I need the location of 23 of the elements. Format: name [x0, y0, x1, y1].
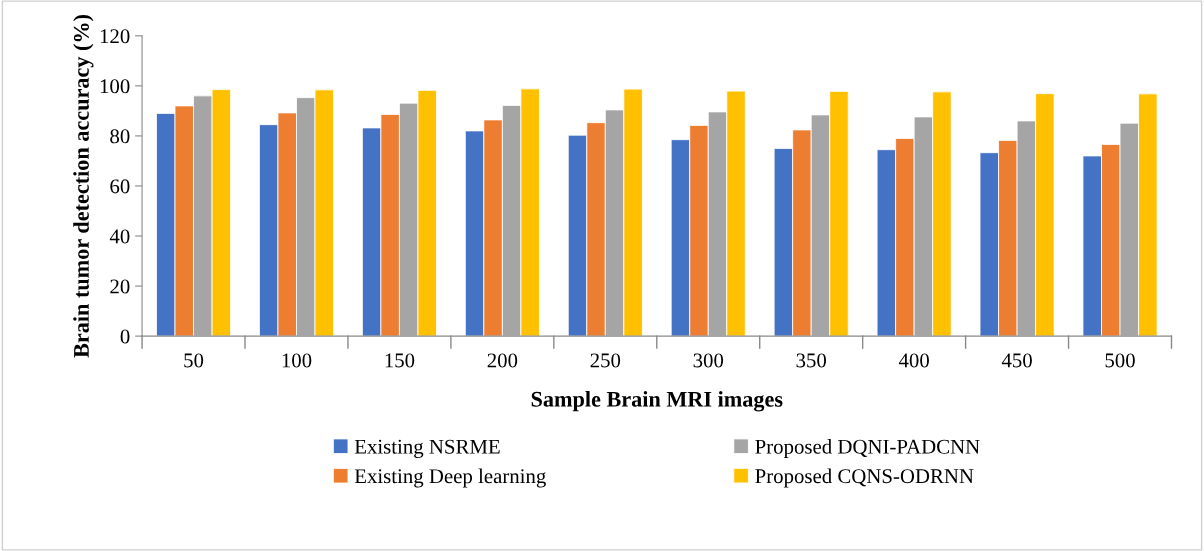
x-tick-label: 450	[1001, 353, 1032, 368]
x-tick-label: 500	[1105, 353, 1135, 368]
y-tick-label: 120	[100, 29, 130, 44]
y-axis-title: Brain tumor detection accuracy (%)	[73, 14, 94, 358]
x-tick-label: 250	[590, 353, 621, 368]
x-tick-label: 100	[282, 353, 312, 368]
legend-label: Proposed CQNS-ODRNN	[755, 468, 974, 488]
x-tick-label: 300	[693, 353, 724, 368]
y-tick-label: 60	[110, 179, 130, 194]
x-tick-label: 200	[487, 353, 518, 368]
legend-label: Proposed DQNI-PADCNN	[755, 439, 980, 458]
y-tick-label: 0	[120, 329, 130, 344]
y-tick-label: 80	[110, 129, 130, 144]
x-tick-label: 50	[184, 353, 204, 368]
x-axis-title: Sample Brain MRI images	[531, 391, 783, 412]
legend-label: Existing Deep learning	[354, 468, 546, 488]
y-tick-label: 20	[110, 279, 130, 294]
x-tick-label: 400	[898, 353, 929, 368]
x-tick-label: 350	[796, 353, 827, 368]
y-tick-label: 40	[109, 229, 130, 244]
x-tick-label: 150	[385, 353, 415, 368]
y-tick-label: 100	[100, 79, 130, 94]
legend-label: Existing NSRME	[354, 439, 500, 459]
